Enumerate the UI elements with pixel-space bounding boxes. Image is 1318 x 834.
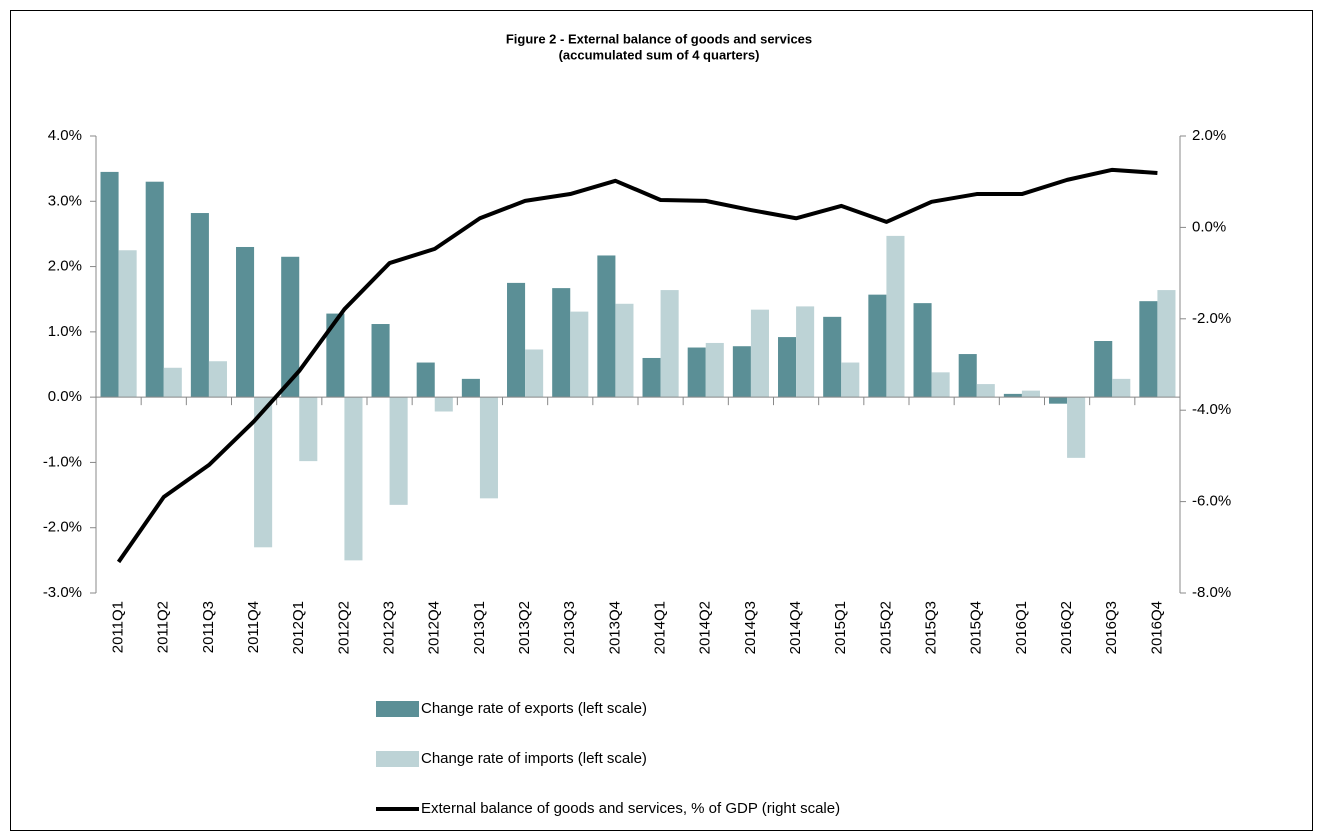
- legend-swatch: [376, 701, 419, 717]
- bar: [1003, 393, 1022, 398]
- bar: [597, 255, 616, 398]
- bar: [1067, 397, 1086, 458]
- x-tick-label: 2012Q4: [426, 601, 443, 654]
- bar: [868, 294, 887, 398]
- chart-subtitle: (accumulated sum of 4 quarters): [559, 47, 760, 62]
- bar: [281, 256, 300, 398]
- bar: [976, 384, 995, 398]
- x-tick-label: 2015Q1: [832, 601, 849, 654]
- bar: [1157, 290, 1176, 398]
- bar: [1094, 340, 1113, 398]
- x-tick-label: 2013Q2: [516, 601, 533, 654]
- x-tick-label: 2015Q2: [877, 601, 894, 654]
- bar: [434, 397, 453, 412]
- x-tick-label: 2013Q4: [606, 601, 623, 654]
- x-tick-label: 2015Q3: [923, 601, 940, 654]
- y-tick-label: -1.0%: [43, 453, 82, 470]
- bar: [118, 250, 137, 398]
- bar: [1049, 397, 1068, 404]
- y2-tick-label: 0.0%: [1192, 218, 1226, 235]
- legend-label: Change rate of exports (left scale): [421, 700, 647, 717]
- bar: [913, 303, 932, 398]
- bar: [208, 361, 227, 398]
- bar: [660, 290, 679, 398]
- x-tick-label: 2012Q3: [381, 601, 398, 654]
- y2-tick-label: -8.0%: [1192, 584, 1231, 601]
- bar: [687, 347, 706, 398]
- chart-border: [10, 10, 1313, 831]
- bar: [823, 316, 842, 398]
- x-tick-label: 2013Q3: [561, 601, 578, 654]
- y2-tick-label: -4.0%: [1192, 401, 1231, 418]
- y2-tick-label: -6.0%: [1192, 493, 1231, 510]
- bar: [190, 213, 209, 398]
- y-tick-label: -3.0%: [43, 584, 82, 601]
- line: [116, 167, 1158, 564]
- bar: [525, 349, 544, 398]
- bar: [886, 235, 905, 398]
- x-tick-label: 2012Q2: [335, 601, 352, 654]
- bar: [958, 354, 977, 398]
- y-tick-label: 4.0%: [48, 127, 82, 144]
- x-tick-label: 2011Q1: [110, 601, 127, 653]
- x-tick-label: 2014Q4: [787, 601, 804, 654]
- bar: [507, 282, 526, 398]
- bar: [796, 306, 815, 398]
- y-tick-label: 3.0%: [48, 192, 82, 209]
- bar: [344, 397, 363, 561]
- x-tick-label: 2015Q4: [968, 601, 985, 654]
- bar: [100, 171, 119, 398]
- bar: [642, 357, 661, 398]
- x-tick-label: 2016Q1: [1013, 601, 1030, 654]
- x-tick-label: 2011Q3: [200, 601, 217, 653]
- y2-tick-label: 2.0%: [1192, 127, 1226, 144]
- bar: [1021, 390, 1040, 398]
- bar: [416, 362, 435, 398]
- y-tick-label: 2.0%: [48, 258, 82, 275]
- bar: [236, 246, 255, 398]
- x-tick-label: 2011Q2: [155, 601, 172, 653]
- bar: [732, 346, 751, 398]
- bar: [841, 362, 860, 398]
- x-tick-label: 2016Q4: [1148, 601, 1165, 654]
- x-tick-label: 2012Q1: [290, 601, 307, 654]
- bar: [552, 288, 571, 398]
- x-tick-label: 2014Q1: [652, 601, 669, 654]
- bar: [1112, 378, 1131, 398]
- bar: [461, 378, 480, 398]
- bar: [615, 303, 634, 398]
- x-tick-label: 2014Q2: [697, 601, 714, 654]
- bar: [145, 181, 164, 398]
- y2-tick-label: -2.0%: [1192, 310, 1231, 327]
- bar: [371, 324, 390, 398]
- bar: [299, 397, 318, 462]
- bar: [750, 309, 769, 398]
- y-tick-label: -2.0%: [43, 519, 82, 536]
- legend-swatch: [376, 751, 419, 767]
- x-tick-label: 2016Q3: [1103, 601, 1120, 654]
- bar: [778, 337, 797, 398]
- bar: [570, 311, 589, 398]
- x-tick-label: 2014Q3: [742, 601, 759, 654]
- x-tick-label: 2016Q2: [1058, 601, 1075, 654]
- bar: [254, 397, 273, 548]
- x-tick-label: 2013Q1: [471, 601, 488, 654]
- bar: [931, 372, 950, 398]
- y-tick-label: 1.0%: [48, 323, 82, 340]
- bar: [326, 313, 345, 398]
- bar: [479, 397, 498, 499]
- y-tick-label: 0.0%: [48, 388, 82, 405]
- bar: [1139, 301, 1158, 398]
- legend-label: External balance of goods and services, …: [421, 800, 840, 817]
- x-tick-label: 2011Q4: [245, 601, 262, 653]
- legend-label: Change rate of imports (left scale): [421, 750, 647, 767]
- bar: [389, 397, 408, 505]
- bar: [705, 342, 724, 398]
- bar: [163, 367, 182, 398]
- chart-title: Figure 2 - External balance of goods and…: [506, 31, 812, 46]
